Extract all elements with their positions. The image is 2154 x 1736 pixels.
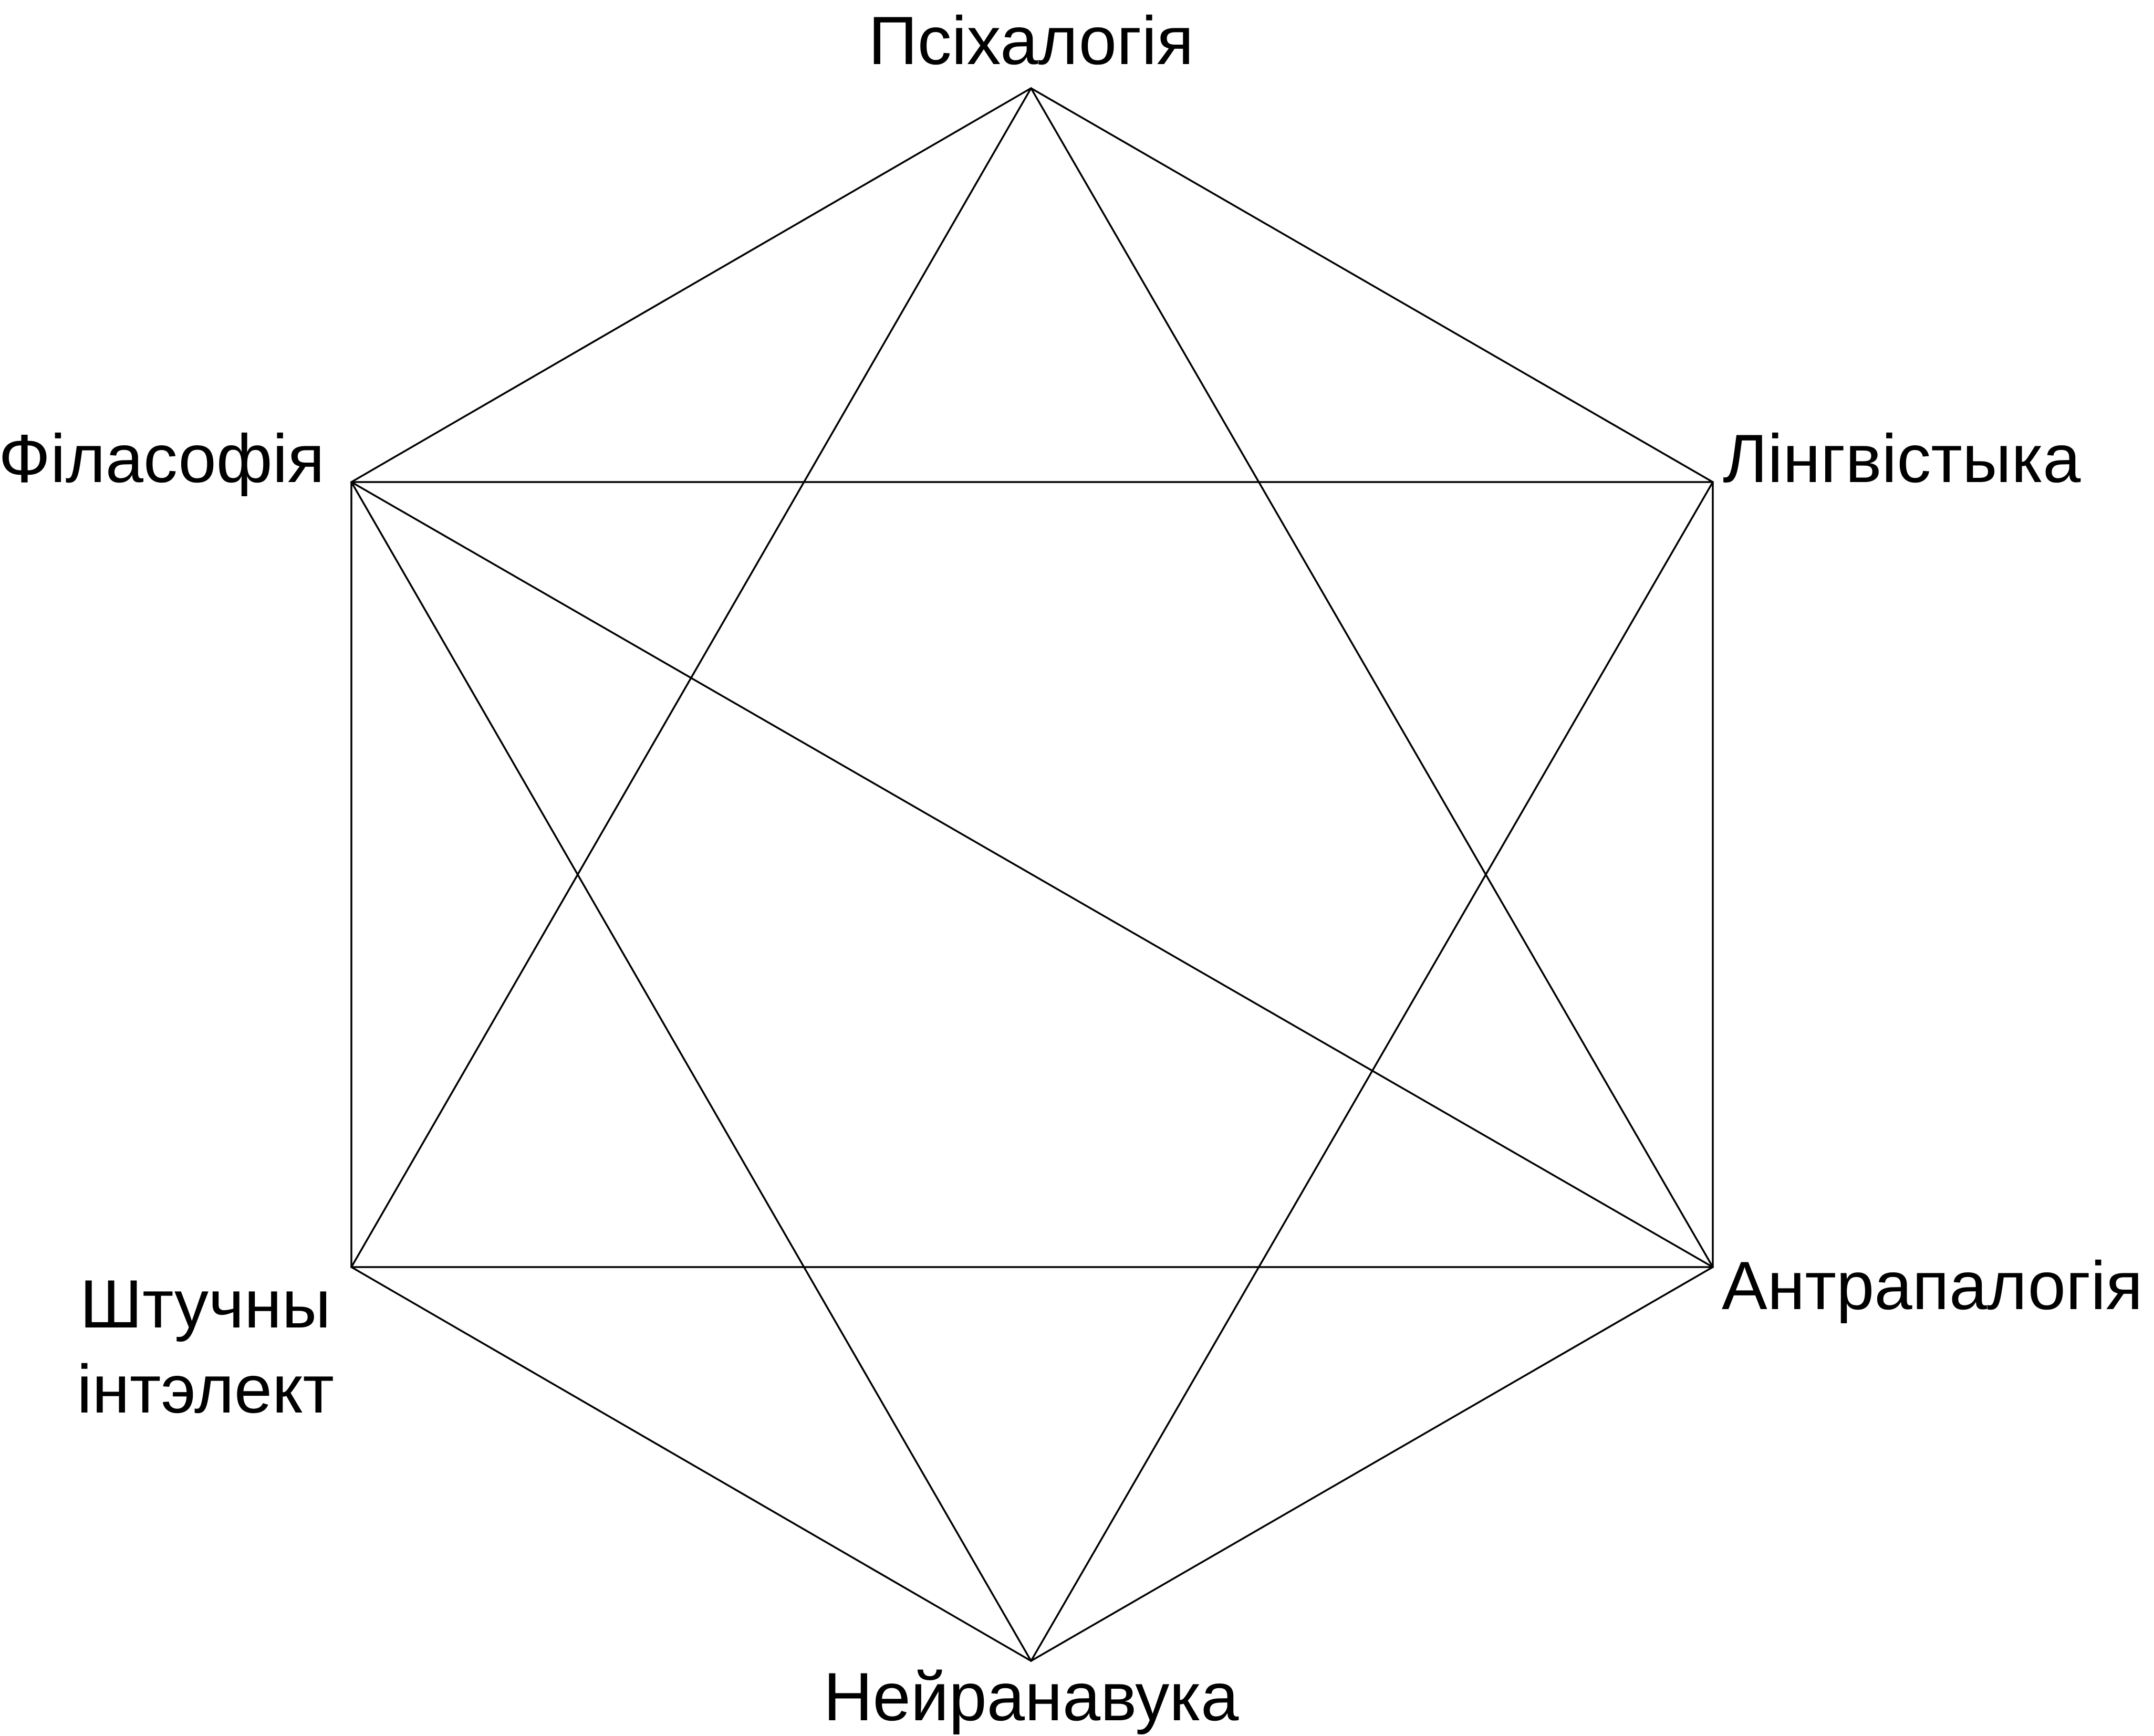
triangle-up: [350, 87, 1714, 1268]
edge-anthropology-neuroscience: [1030, 1266, 1714, 1662]
edge-psychology-anthropology: [1030, 87, 1714, 1268]
hexagon-outline: [350, 87, 1714, 1662]
triangle-down: [350, 481, 1714, 1662]
node-label-ai-line1: Штучны: [80, 1266, 331, 1342]
edge-neuroscience-philosophy: [350, 481, 1032, 1662]
edge-neuroscience-ai: [350, 1266, 1032, 1662]
node-label-neuroscience: Нейранавука: [824, 1658, 1239, 1735]
node-label-psychology: Псіхалогія: [868, 2, 1193, 79]
node-label-linguistics: Лінгвістыка: [1723, 420, 2081, 497]
edge-philosophy-anthropology: [350, 481, 1714, 1268]
node-label-ai-line2: інтэлект: [77, 1351, 334, 1427]
edge-philosophy-psychology: [350, 87, 1032, 483]
node-label-anthropology: Антрапалогія: [1722, 1247, 2143, 1324]
node-label-philosophy: Філасофія: [0, 420, 325, 497]
edge-psychology-linguistics: [1030, 87, 1714, 483]
